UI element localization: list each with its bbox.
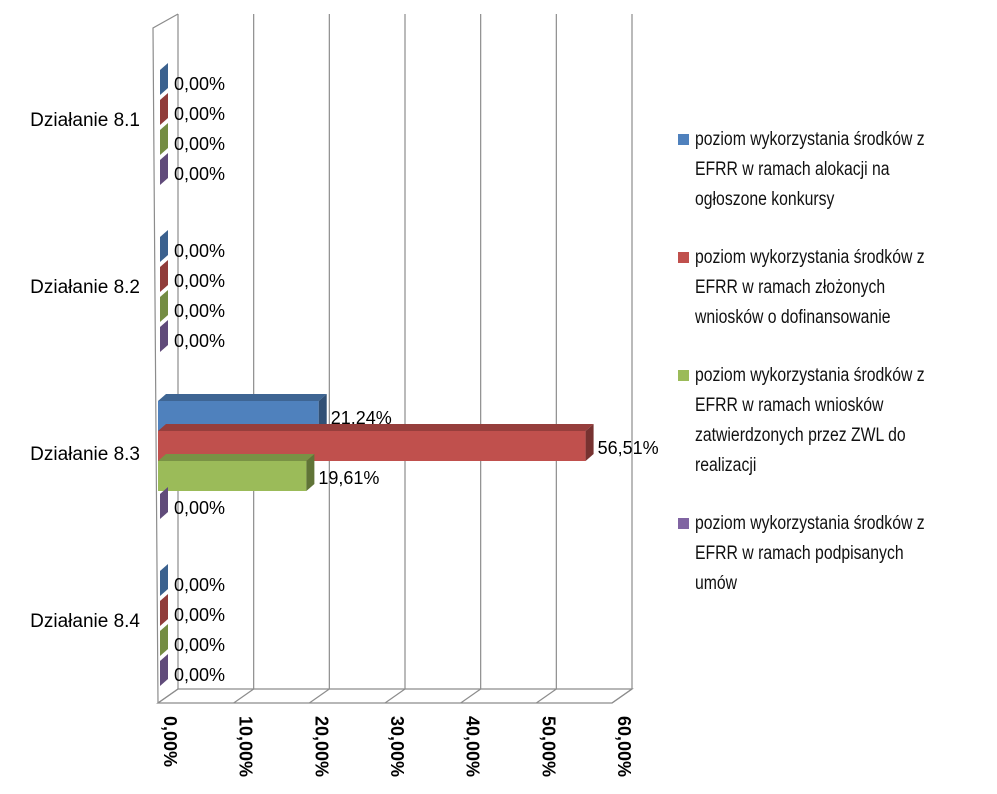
legend-swatch-2 (678, 370, 689, 381)
legend-item-0: poziom wykorzystania środków z EFRR w ram… (678, 125, 996, 215)
bar-3-0 (160, 564, 168, 596)
x-tick-label-2: 20,00% (311, 716, 331, 777)
data-label-3-1: 0,00% (174, 605, 225, 625)
x-tick-label-1: 10,00% (236, 716, 256, 777)
legend-swatch-3 (678, 518, 689, 529)
data-label-0-2: 0,00% (174, 134, 225, 154)
floor-tick-6 (611, 688, 633, 704)
bar-top-2-1 (158, 424, 594, 431)
bar-2-2 (158, 461, 307, 491)
bar-top-2-2 (158, 454, 315, 461)
legend-label-line: umów (695, 573, 738, 594)
bar-end-2-2 (306, 454, 315, 491)
bar-0-3 (160, 153, 168, 185)
bar-1-2 (160, 290, 168, 322)
bar-3-2 (160, 624, 168, 656)
legend-swatch-1 (678, 252, 689, 263)
legend-label-line: poziom wykorzystania środków z (695, 513, 925, 534)
data-label-3-0: 0,00% (174, 575, 225, 595)
category-label-3: Działanie 8.4 (30, 611, 140, 632)
legend-label-line: EFRR w ramach wniosków (695, 395, 884, 416)
legend-label-line: EFRR w ramach alokacji na (695, 159, 890, 180)
legend-item-3: poziom wykorzystania środków z EFRR w ram… (678, 509, 996, 599)
side-wall (152, 13, 179, 704)
legend-label-line: zatwierdzonych przez ZWL do (695, 425, 906, 446)
category-label-1: Działanie 8.2 (30, 277, 140, 298)
x-tick-label-5: 50,00% (538, 716, 558, 777)
chart-legend: poziom wykorzystania środków z EFRR w ram… (678, 125, 996, 627)
bar-end-2-0 (318, 394, 327, 431)
category-label-2: Działanie 8.3 (30, 444, 140, 465)
legend-label-line: poziom wykorzystania środków z (695, 247, 925, 268)
bar-3-1 (160, 594, 168, 626)
data-label-0-1: 0,00% (174, 104, 225, 124)
data-label-1-3: 0,00% (174, 331, 225, 351)
bar-0-2 (160, 123, 168, 155)
data-label-3-2: 0,00% (174, 635, 225, 655)
legend-label-line: realizacji (695, 455, 757, 476)
floor-tick-5 (535, 688, 557, 704)
legend-label-line: poziom wykorzystania środków z (695, 365, 925, 386)
data-label-1-2: 0,00% (174, 301, 225, 321)
floor-tick-0 (157, 688, 179, 704)
bar-top-2-0 (158, 394, 327, 401)
legend-label-line: poziom wykorzystania środków z (695, 129, 925, 150)
data-label-1-1: 0,00% (174, 271, 225, 291)
bar-1-0 (160, 230, 168, 262)
bar-3-3 (160, 654, 168, 686)
floor-tick-1 (233, 688, 255, 704)
floor-tick-4 (460, 688, 482, 704)
bar-1-3 (160, 320, 168, 352)
legend-item-2: poziom wykorzystania środków z EFRR w ram… (678, 361, 996, 481)
data-label-2-3: 0,00% (174, 498, 225, 518)
bar-1-1 (160, 260, 168, 292)
data-label-1-0: 0,00% (174, 241, 225, 261)
bar-end-2-1 (585, 424, 594, 461)
legend-label-line: EFRR w ramach podpisanych (695, 543, 904, 564)
bar-0-0 (160, 63, 168, 95)
floor-tick-3 (384, 688, 406, 704)
data-label-2-2: 19,61% (318, 468, 379, 488)
data-label-3-3: 0,00% (174, 665, 225, 685)
legend-swatch-0 (678, 134, 689, 145)
x-tick-label-0: 0,00% (160, 716, 180, 767)
x-tick-label-6: 60,00% (614, 716, 634, 777)
legend-label-line: wniosków o dofinansowanie (695, 307, 891, 328)
legend-label-line: ogłoszone konkursy (695, 189, 835, 210)
bar-0-1 (160, 93, 168, 125)
legend-item-1: poziom wykorzystania środków z EFRR w ram… (678, 243, 996, 333)
data-label-2-1: 56,51% (598, 438, 659, 458)
legend-label-line: EFRR w ramach złożonych (695, 277, 886, 298)
x-tick-label-4: 40,00% (463, 716, 483, 777)
data-label-0-3: 0,00% (174, 164, 225, 184)
floor-tick-2 (308, 688, 330, 704)
x-tick-label-3: 30,00% (387, 716, 407, 777)
category-label-0: Działanie 8.1 (30, 110, 140, 131)
data-label-2-0: 21,24% (331, 408, 392, 428)
bar-2-3 (160, 487, 168, 519)
data-label-0-0: 0,00% (174, 74, 225, 94)
